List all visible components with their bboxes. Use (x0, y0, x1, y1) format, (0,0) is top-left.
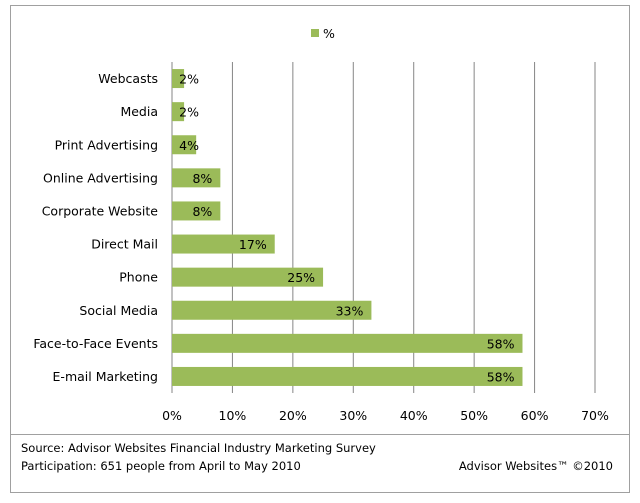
x-tick-label: 30% (339, 408, 367, 423)
data-label: 33% (336, 303, 364, 318)
bar (172, 333, 523, 353)
chart-frame (10, 5, 630, 435)
bar (172, 201, 221, 221)
x-tick-label: 20% (279, 408, 307, 423)
bar (172, 69, 185, 89)
x-tick-label: 70% (581, 408, 609, 423)
category-label: Print Advertising (55, 137, 158, 152)
data-label: 2% (179, 72, 199, 87)
data-label: 58% (487, 336, 515, 351)
participation-note: Participation: 651 people from April to … (21, 459, 301, 473)
legend-label: % (323, 26, 335, 41)
copyright-note: Advisor Websites™ ©2010 (458, 459, 613, 473)
bar (172, 366, 523, 386)
x-tick-label: 50% (460, 408, 488, 423)
bar (172, 135, 197, 155)
category-label: Direct Mail (91, 237, 158, 252)
x-tick-label: 0% (162, 408, 182, 423)
bar (172, 168, 221, 188)
legend-swatch (311, 29, 319, 37)
x-tick-label: 60% (521, 408, 549, 423)
category-label: Media (120, 104, 158, 119)
data-label: 58% (487, 369, 515, 384)
bar (172, 102, 185, 122)
data-label: 17% (239, 237, 267, 252)
source-note: Source: Advisor Websites Financial Indus… (21, 441, 376, 455)
data-label: 2% (179, 105, 199, 120)
bar (172, 300, 372, 320)
category-label: Online Advertising (43, 170, 158, 185)
bar-chart: 0% 10% 20% 30% 40% 50% 60% 70%% Webcasts 2% Media 2… (33, 26, 609, 423)
data-label: 4% (179, 138, 199, 153)
bar (172, 234, 275, 254)
chart-footer: Source: Advisor Websites Financial Indus… (10, 435, 630, 493)
category-label: Social Media (79, 303, 158, 318)
x-tick-label: 10% (219, 408, 247, 423)
category-label: Face-to-Face Events (33, 336, 158, 351)
category-label: Webcasts (98, 71, 158, 86)
category-label: Corporate Website (42, 203, 159, 218)
category-label: Phone (119, 270, 158, 285)
data-label: 25% (287, 270, 315, 285)
bar (172, 267, 324, 287)
x-tick-label: 40% (400, 408, 428, 423)
category-label: E-mail Marketing (53, 369, 158, 384)
data-label: 8% (192, 204, 212, 219)
data-label: 8% (192, 171, 212, 186)
